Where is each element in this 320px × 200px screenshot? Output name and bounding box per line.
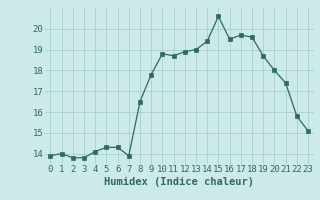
X-axis label: Humidex (Indice chaleur): Humidex (Indice chaleur) [104,177,254,187]
